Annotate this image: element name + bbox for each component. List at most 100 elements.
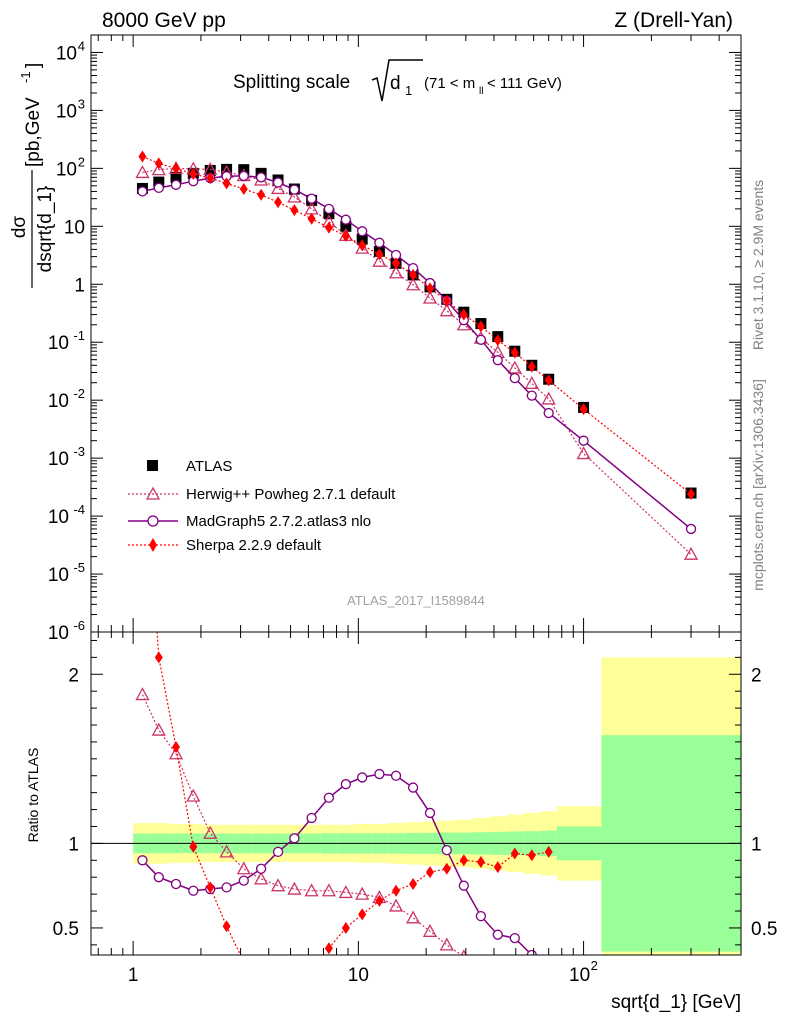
legend-marker-atlas — [147, 460, 158, 471]
point-herwig — [135, 165, 150, 179]
y-tick-label-base: 10 — [56, 159, 77, 180]
y-axis-label: dσ dsqrt{d_1} [pb,GeV -1 ] — [9, 63, 56, 288]
ratio-point-herwig — [186, 788, 201, 802]
ratio-point-sherpa — [240, 956, 248, 968]
y-tick-label-base: 10 — [48, 623, 69, 644]
ratio-point-madgraph5 — [170, 878, 182, 890]
point-madgraph5 — [289, 184, 300, 195]
point-madgraph5 — [685, 523, 697, 535]
y-tick-label-exp: -3 — [73, 444, 85, 459]
y-tick-label-exp: -6 — [73, 618, 85, 633]
x-tick-label-10: 10 — [348, 965, 369, 986]
ratio-point-sherpa — [409, 877, 418, 890]
ratio-series-sherpa — [138, 406, 553, 968]
point-madgraph5 — [137, 186, 148, 197]
point-sherpa — [510, 346, 519, 359]
y-tick-label-base: 10 — [56, 101, 77, 122]
ratio-point-madgraph5 — [306, 812, 317, 824]
ratio-point-sherpa — [442, 862, 451, 875]
point-sherpa — [341, 230, 350, 243]
point-sherpa — [579, 403, 588, 416]
point-madgraph5 — [306, 193, 317, 204]
point-herwig — [355, 240, 370, 254]
ratio-point-sherpa — [189, 840, 198, 853]
ratio-point-sherpa — [493, 861, 502, 874]
ratio-point-sherpa — [138, 406, 146, 418]
point-sherpa — [324, 221, 333, 234]
series-madgraph5 — [137, 170, 697, 535]
point-sherpa — [459, 308, 468, 321]
point-sherpa — [154, 157, 163, 170]
ratio-point-sherpa — [476, 855, 485, 868]
y-tick-label-base: 10 — [56, 43, 77, 64]
ratio-point-sherpa — [544, 845, 553, 858]
point-sherpa — [425, 282, 434, 295]
series-atlas — [136, 163, 697, 499]
point-sherpa — [206, 172, 215, 185]
y-tick-label-base: 10 — [48, 507, 69, 528]
reference-label: ATLAS_2017_I1589844 — [347, 593, 485, 608]
ratio-point-madgraph5 — [272, 846, 284, 857]
y-tick-label-base: 10 — [48, 449, 69, 470]
ylabel-denominator: dsqrt{d_1} — [35, 186, 56, 273]
series-sherpa — [138, 150, 696, 501]
ratio-point-herwig — [287, 881, 302, 895]
point-herwig — [524, 376, 539, 390]
ylabel-unit: [pb,GeV — [23, 97, 44, 167]
ratio-point-madgraph5 — [509, 932, 520, 944]
ratio-point-herwig — [168, 746, 184, 760]
header-left: 8000 GeV pp — [102, 9, 226, 32]
band-layer — [91, 657, 741, 955]
ratio-point-herwig — [254, 871, 269, 885]
ratio-point-madgraph5 — [374, 768, 385, 780]
atlas-point — [340, 220, 352, 232]
ratio-point-sherpa — [154, 651, 163, 664]
ratio-series-madgraph5 — [137, 768, 537, 955]
y-tick-label-exp: -5 — [73, 560, 85, 575]
series-layer — [135, 150, 699, 968]
ratio-point-madgraph5 — [238, 875, 249, 886]
point-madgraph5 — [323, 203, 335, 215]
ratio-point-madgraph5 — [188, 885, 199, 896]
ratio-point-sherpa — [172, 740, 181, 753]
ratio-point-herwig — [388, 898, 404, 912]
point-herwig — [287, 189, 302, 203]
ratio-point-madgraph5 — [475, 910, 487, 922]
y-tick-label-exp: 3 — [78, 96, 85, 111]
ratio-point-madgraph5 — [255, 863, 267, 874]
side-mcplots: mcplots.cern.ch [arXiv:1306.3436] — [750, 379, 766, 591]
y-tick-label-base: 10 — [48, 391, 69, 412]
ratio-point-herwig — [270, 878, 286, 892]
ratio-series-herwig — [135, 687, 467, 955]
point-sherpa — [358, 239, 367, 252]
ratio-point-madgraph5 — [390, 770, 402, 781]
point-herwig — [388, 265, 404, 279]
y-tick-label-exp: 2 — [78, 154, 85, 169]
ratio-point-herwig — [304, 883, 319, 897]
point-herwig — [422, 290, 438, 304]
point-herwig — [541, 391, 556, 405]
point-madgraph5 — [578, 435, 589, 446]
ratio-point-herwig — [135, 687, 150, 701]
chart-title: Splitting scale d 1 (71 < m ll < 111 GeV… — [233, 59, 562, 102]
y-tick-label-1: 1 — [74, 275, 85, 296]
side-rivet: Rivet 3.1.10, ≥ 2.9M events — [750, 180, 766, 350]
point-madgraph5 — [357, 226, 368, 237]
point-sherpa — [239, 183, 248, 196]
ratio-point-sherpa — [206, 881, 215, 894]
point-madgraph5 — [526, 390, 537, 401]
x-axis-label: sqrt{d_1} [GeV] — [611, 992, 741, 1013]
ratio-point-sherpa — [324, 942, 333, 955]
ratio-point-madgraph5 — [323, 792, 335, 803]
x-tick-label-1: 1 — [128, 965, 139, 986]
point-sherpa — [375, 248, 384, 261]
atlas-point — [153, 176, 165, 188]
point-madgraph5 — [238, 170, 249, 182]
line-sherpa — [142, 155, 692, 495]
x-tick-label-100-exp: 2 — [591, 958, 598, 973]
ratio-point-sherpa — [425, 866, 434, 879]
ratio-point-madgraph5 — [289, 833, 300, 844]
point-madgraph5 — [340, 214, 352, 225]
point-madgraph5 — [492, 355, 503, 366]
